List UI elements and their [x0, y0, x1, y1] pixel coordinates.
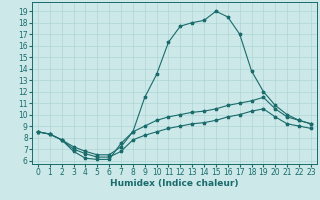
X-axis label: Humidex (Indice chaleur): Humidex (Indice chaleur) — [110, 179, 239, 188]
